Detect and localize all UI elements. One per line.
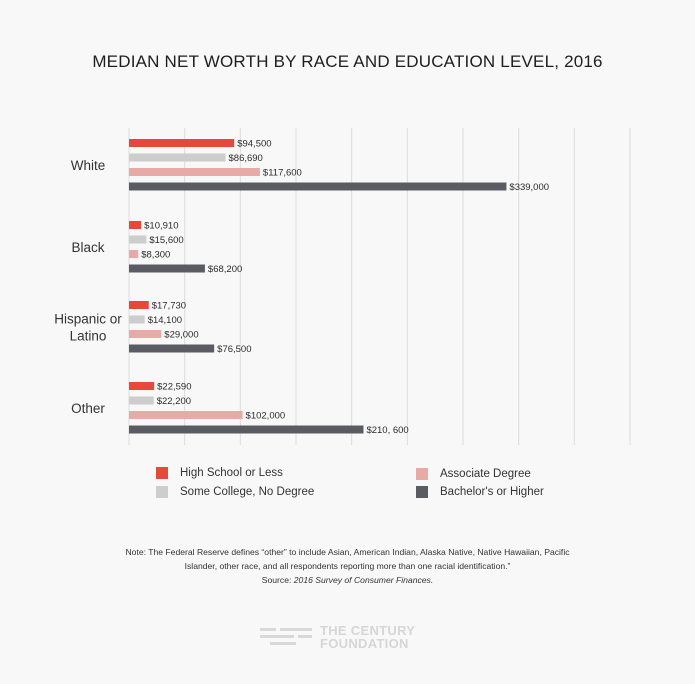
bar (129, 301, 149, 309)
data-label: $68,200 (208, 264, 242, 275)
bar (129, 411, 243, 419)
source-title: 2016 Survey of Consumer Finances. (293, 575, 434, 585)
footnote-line-1: Note: The Federal Reserve defines “other… (125, 547, 570, 557)
legend-item-high-school: High School or Less (156, 467, 283, 479)
legend-swatch-associate (416, 468, 428, 480)
legend-label-high-school: High School or Less (180, 467, 283, 479)
bar (129, 182, 507, 191)
logo-text-line-2: FOUNDATION (320, 636, 409, 651)
bar-chart: $94,500 $86,690$117,600 $339,000 White $10,9… (54, 128, 631, 445)
bar (129, 382, 155, 390)
category-label: Hispanic or (54, 311, 122, 326)
legend-item-some-college: Some College, No Degree (156, 486, 314, 498)
data-label: $22,200 (157, 396, 191, 407)
footnote: Note: The Federal Reserve defines “other… (60, 545, 635, 587)
category-label: White (71, 158, 106, 173)
data-label: $210, 600 (366, 425, 408, 436)
bar (129, 221, 142, 229)
data-label: $117,600 (263, 168, 302, 179)
chart-title: MEDIAN NET WORTH BY RACE AND EDUCATION L… (92, 52, 603, 71)
bar (129, 264, 205, 273)
data-label: $14,100 (148, 315, 182, 326)
legend-label-bachelors: Bachelor's or Higher (440, 486, 544, 498)
legend-swatch-some-college (156, 486, 168, 498)
data-label: $8,300 (141, 250, 170, 261)
data-label: $22,590 (157, 382, 191, 393)
data-label: $339,000 (509, 182, 549, 193)
logo-text-line-1: THE CENTURY (320, 623, 416, 638)
bar (129, 330, 162, 338)
bar (129, 425, 364, 434)
bar (129, 396, 154, 405)
data-label: $86,690 (229, 153, 263, 164)
data-label: $76,500 (217, 344, 251, 355)
source-prefix: Source: (261, 575, 294, 585)
category-label: Black (71, 240, 104, 255)
data-label: $17,730 (152, 301, 186, 312)
bar (129, 315, 145, 324)
category-label: Latino (70, 328, 107, 343)
legend-swatch-bachelors (416, 486, 428, 498)
bar (129, 235, 147, 244)
source-line: Source: 2016 Survey of Consumer Finances… (60, 573, 635, 587)
data-label: $102,000 (246, 411, 286, 422)
bar (129, 139, 235, 147)
legend-label-some-college: Some College, No Degree (180, 486, 315, 498)
category-label: Other (71, 401, 105, 416)
logo-mark-icon (260, 626, 312, 648)
legend-item-bachelors: Bachelor's or Higher (416, 486, 544, 498)
bar (129, 250, 139, 258)
bar (129, 153, 226, 162)
legend-item-associate: Associate Degree (416, 468, 531, 480)
legend-swatch-high-school (156, 467, 168, 479)
data-label: $10,910 (144, 221, 178, 232)
data-label: $29,000 (164, 330, 198, 341)
footnote-line-2: Islander, other race, and all respondent… (184, 561, 511, 571)
logo-text: THE CENTURY FOUNDATION (320, 624, 415, 650)
century-foundation-logo: THE CENTURY FOUNDATION (260, 624, 415, 650)
data-label: $94,500 (237, 139, 271, 150)
bar (129, 168, 260, 176)
bar (129, 344, 215, 353)
data-label: $15,600 (149, 235, 183, 246)
legend-label-associate: Associate Degree (440, 468, 531, 480)
